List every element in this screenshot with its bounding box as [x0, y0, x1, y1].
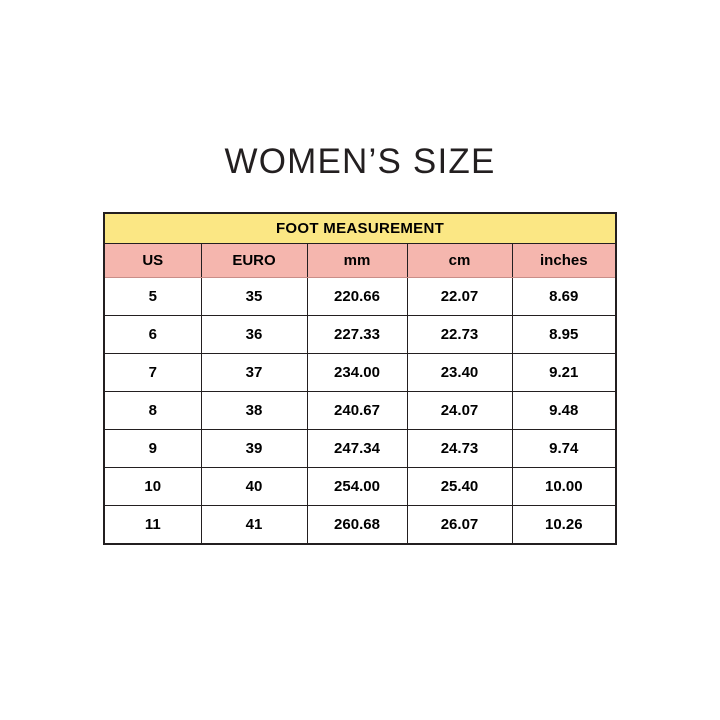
- table-body: 5 35 220.66 22.07 8.69 6 36 227.33 22.73…: [103, 277, 617, 545]
- table-row: 8 38 240.67 24.07 9.48: [103, 391, 617, 430]
- cell-euro: 37: [200, 353, 308, 392]
- cell-inches: 10.26: [511, 505, 617, 545]
- cell-mm: 240.67: [306, 391, 408, 430]
- cell-mm: 247.34: [306, 429, 408, 468]
- cell-mm: 254.00: [306, 467, 408, 506]
- column-header-mm: mm: [306, 243, 408, 278]
- cell-us: 8: [103, 391, 202, 430]
- cell-cm: 22.07: [406, 277, 513, 316]
- cell-cm: 24.73: [406, 429, 513, 468]
- cell-euro: 35: [200, 277, 308, 316]
- cell-us: 7: [103, 353, 202, 392]
- cell-cm: 23.40: [406, 353, 513, 392]
- page-title: WOMEN’S SIZE: [224, 142, 496, 181]
- table-row: 11 41 260.68 26.07 10.26: [103, 505, 617, 545]
- column-header-inches: inches: [511, 243, 617, 278]
- cell-euro: 36: [200, 315, 308, 354]
- cell-euro: 38: [200, 391, 308, 430]
- cell-cm: 24.07: [406, 391, 513, 430]
- table-banner-label: FOOT MEASUREMENT: [103, 212, 617, 244]
- cell-us: 6: [103, 315, 202, 354]
- column-header-euro: EURO: [200, 243, 308, 278]
- table-header-row: US EURO mm cm inches: [103, 243, 617, 278]
- cell-inches: 10.00: [511, 467, 617, 506]
- cell-cm: 25.40: [406, 467, 513, 506]
- cell-mm: 234.00: [306, 353, 408, 392]
- cell-us: 5: [103, 277, 202, 316]
- table-banner-row: FOOT MEASUREMENT: [103, 212, 617, 244]
- foot-measurement-table: FOOT MEASUREMENT US EURO mm cm inches 5 …: [103, 212, 618, 545]
- cell-us: 9: [103, 429, 202, 468]
- cell-inches: 8.69: [511, 277, 617, 316]
- table-row: 10 40 254.00 25.40 10.00: [103, 467, 617, 506]
- cell-inches: 8.95: [511, 315, 617, 354]
- table-row: 5 35 220.66 22.07 8.69: [103, 277, 617, 316]
- table-row: 9 39 247.34 24.73 9.74: [103, 429, 617, 468]
- cell-inches: 9.74: [511, 429, 617, 468]
- cell-mm: 227.33: [306, 315, 408, 354]
- column-header-us: US: [103, 243, 202, 278]
- table-row: 6 36 227.33 22.73 8.95: [103, 315, 617, 354]
- cell-mm: 260.68: [306, 505, 408, 545]
- cell-cm: 26.07: [406, 505, 513, 545]
- cell-euro: 41: [200, 505, 308, 545]
- cell-inches: 9.48: [511, 391, 617, 430]
- size-table-container: FOOT MEASUREMENT US EURO mm cm inches 5 …: [103, 212, 618, 545]
- cell-inches: 9.21: [511, 353, 617, 392]
- cell-us: 10: [103, 467, 202, 506]
- cell-euro: 40: [200, 467, 308, 506]
- table-row: 7 37 234.00 23.40 9.21: [103, 353, 617, 392]
- cell-cm: 22.73: [406, 315, 513, 354]
- cell-mm: 220.66: [306, 277, 408, 316]
- cell-euro: 39: [200, 429, 308, 468]
- cell-us: 11: [103, 505, 202, 545]
- column-header-cm: cm: [406, 243, 513, 278]
